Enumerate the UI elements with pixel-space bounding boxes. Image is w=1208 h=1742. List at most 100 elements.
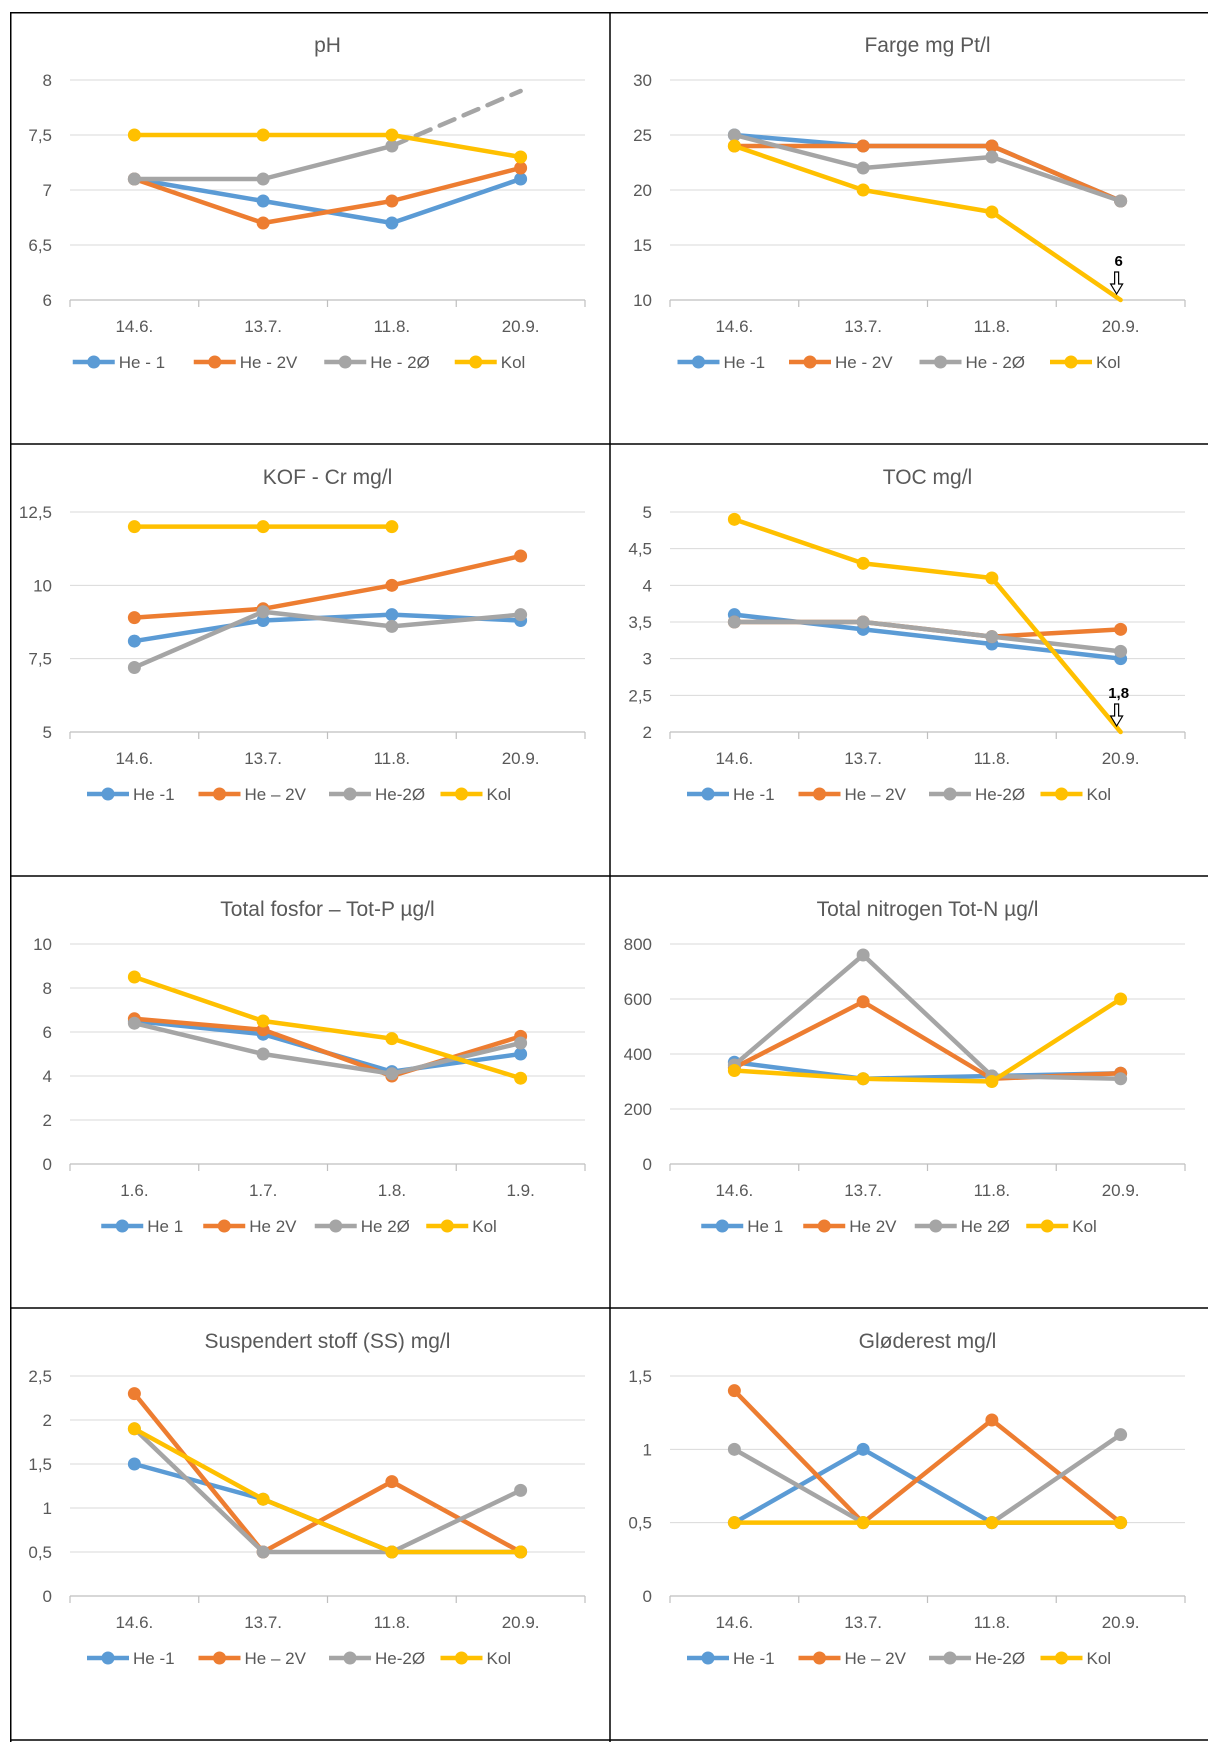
legend-label: He – 2V [845,785,907,804]
legend-label: He -1 [724,353,766,372]
legend-label: He - 2V [835,353,893,372]
chart-grid: pH 6 6,5 7 7,5 8 14.6. 13.7. 11.8. 20.9. He - 1 He … [10,12,1208,1742]
data-point [385,216,399,230]
x-tick-label: 11.8. [974,1181,1011,1200]
y-tick-label: 1 [43,1499,52,1518]
legend-marker [701,1651,715,1665]
series-line [389,553,523,588]
series-Kol [727,512,1123,735]
series-line [989,1073,1123,1081]
data-point [514,172,528,186]
legend-marker [1055,1651,1068,1665]
data-point [985,205,999,219]
data-point [727,615,741,629]
legend-marker [329,1219,343,1233]
y-tick-label: 4 [43,1067,52,1086]
series-line [389,1036,523,1081]
x-tick-label: 1.9. [506,1181,534,1200]
y-tick-label: 600 [624,990,652,1009]
x-tick-label: 13.7. [844,1181,882,1200]
data-point [385,128,399,142]
series-line [732,517,866,566]
data-point [127,660,141,674]
series-line [860,154,995,171]
legend-label: Kol [1096,353,1121,372]
series-line [132,606,266,620]
y-tick-label: 1,5 [28,1455,52,1474]
series-line [132,609,266,670]
chart-farge: Farge mg Pt/l 10 15 20 25 30 14.6. 13.7. 11.8. 20… [610,12,1208,444]
series-line [260,583,395,612]
legend-marker [101,787,115,801]
legend-marker [101,1651,115,1665]
legend-marker [455,787,468,801]
legend-label: He – 2V [245,1649,307,1668]
legend-item: Kol [1050,353,1121,372]
data-point [1114,1516,1128,1530]
series-He2O [727,615,1128,658]
data-point [127,172,141,186]
legend-item: He - 2V [789,353,893,372]
chart-svg: TOC mg/l 2 2,5 3 3,5 4 4,5 5 14.6. 13.7. 11.8. 20.9… [628,466,1186,804]
data-point [514,161,528,175]
data-point [256,128,270,142]
legend-marker [929,1219,943,1233]
x-tick-label: 13.7. [244,749,282,768]
legend: He 1 He 2V He 2Ø Kol [701,1217,1097,1236]
series-line [860,627,995,647]
legend-item: He - 2Ø [324,353,430,372]
legend-marker [813,1651,826,1665]
y-tick-label: 1 [643,1440,652,1459]
series-Kol [127,970,528,1085]
series-line [989,1432,1123,1525]
series-line [989,634,1123,654]
x-tick-label: 14.6. [715,317,753,336]
series-line [132,1426,266,1555]
data-point [256,216,270,230]
series-line [132,1018,266,1037]
chart-svg: Total nitrogen Tot-N µg/l 0 200 400 600 800 14… [624,898,1186,1236]
chart-title: Total fosfor – Tot-P µg/l [220,898,434,921]
chart-toc: TOC mg/l 2 2,5 3 3,5 4 4,5 5 14.6. 13.7. 11.8. 20.9… [610,444,1208,876]
legend-label: He - 2Ø [966,353,1026,372]
legend-label: He – 2V [245,785,307,804]
data-point [385,608,399,622]
series-line [260,1479,395,1555]
data-point [385,619,399,633]
legend-item: He 1 [101,1217,183,1236]
chart-ss: Suspendert stoff (SS) mg/l 0 0,5 1 1,5 2 2,5 14… [10,1308,610,1740]
legend: He - 1 He - 2V He - 2Ø Kol [72,353,525,372]
series-Kol [127,128,528,164]
data-point [985,571,999,585]
chart-title: pH [314,34,341,57]
series-He1 [727,1442,1128,1530]
series-line [389,612,523,629]
y-tick-label: 0 [43,1155,52,1174]
series-line [260,143,395,182]
y-tick-label: 4 [643,576,652,595]
series-line [989,1417,1123,1525]
x-tick-label: 20.9. [502,1613,540,1632]
series-line [860,1076,995,1084]
data-point [127,970,141,984]
x-tick-label: 11.8. [974,749,1011,768]
legend-item: Kol [454,353,525,372]
x-tick-label: 14.6. [115,317,153,336]
series-line [260,1018,395,1041]
legend-label: He 1 [747,1217,783,1236]
x-tick-label: 11.8. [374,749,411,768]
series-Kol [127,520,399,534]
series-line [260,1496,395,1555]
legend-item: He - 2V [193,353,298,372]
legend: He -1 He – 2V He-2Ø Kol [687,1649,1111,1668]
legend-item: He -1 [677,353,766,372]
series-line [732,132,866,171]
y-tick-label: 200 [624,1100,652,1119]
data-point [985,1075,999,1088]
data-point [985,139,999,153]
series-line [389,176,523,226]
data-point [256,1014,270,1028]
legend-label: He 2Ø [361,1217,410,1236]
y-tick-label: 0 [43,1587,52,1606]
data-point [856,161,870,175]
